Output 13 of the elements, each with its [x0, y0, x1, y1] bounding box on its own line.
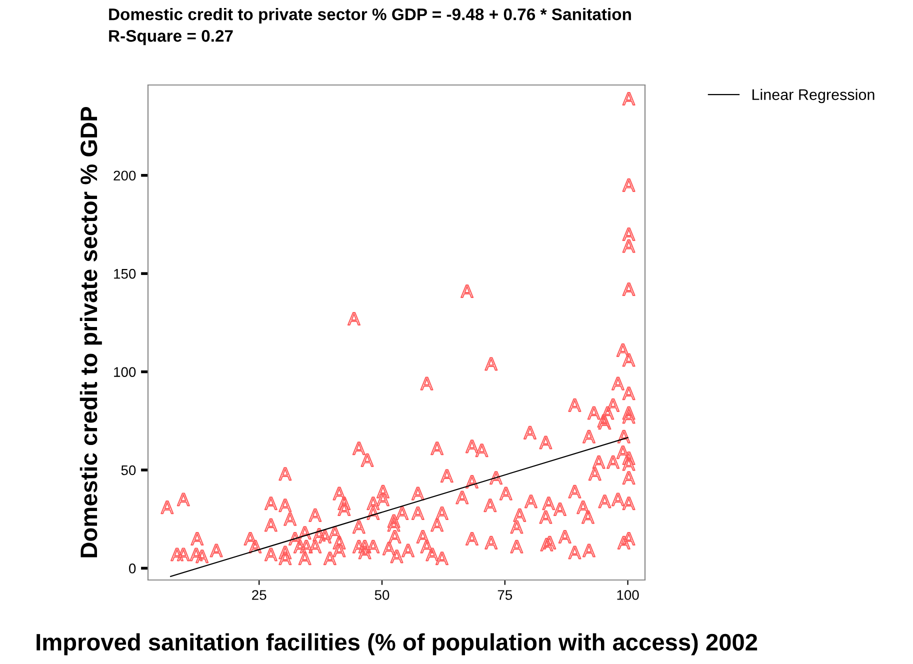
x-tick-label: 100 — [617, 590, 639, 600]
y-tick-label: 200 — [114, 170, 136, 181]
legend-label: Linear Regression — [752, 88, 874, 104]
y-tick-label: 0 — [129, 564, 136, 574]
x-tick-label: 50 — [374, 590, 390, 600]
x-tick-label: 75 — [498, 590, 512, 600]
y-tick-label: 50 — [121, 465, 136, 476]
x-axis-title: Improved sanitation facilities (% of population with access) 2002 — [36, 633, 758, 656]
x-tick-label: 25 — [252, 590, 266, 600]
y-axis-title: Domestic credit to private sector % GDP — [80, 106, 102, 558]
chart-title: Domestic credit to private sector % GDP = -9.48 + 0.76 * Sanitation R-Square = 0.27 — [109, 8, 631, 46]
y-tick-label: 150 — [114, 268, 136, 279]
y-tick-label: 100 — [114, 367, 136, 377]
